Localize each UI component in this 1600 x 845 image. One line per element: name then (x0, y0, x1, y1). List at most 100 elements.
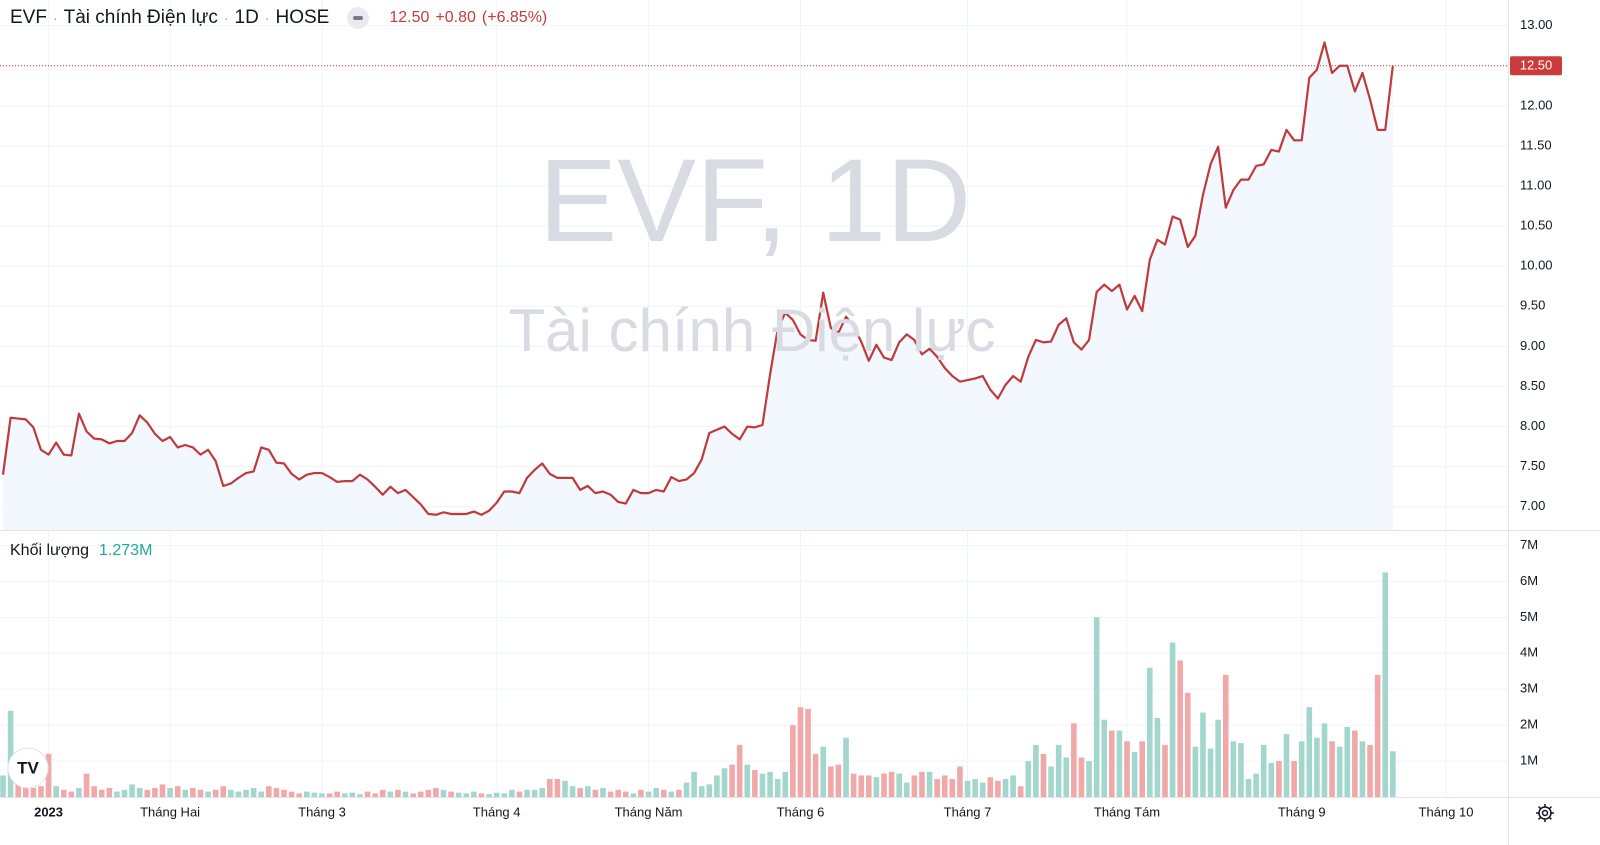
volume-bar (630, 793, 637, 797)
y-tick-label: 7.50 (1520, 458, 1545, 473)
x-tick-label: Tháng 10 (1419, 804, 1474, 819)
volume-bar (182, 789, 189, 797)
volume-bar (1131, 752, 1138, 797)
tv-logo: TV (7, 747, 49, 789)
volume-bar (850, 773, 857, 797)
volume-bar (0, 775, 6, 797)
volume-bar (478, 793, 485, 797)
volume-bar (615, 789, 621, 797)
volume-bar (577, 788, 583, 797)
x-tick-label: Tháng 6 (777, 804, 825, 819)
volume-bar (691, 771, 697, 797)
volume-bar (1329, 741, 1335, 797)
last-price-label: 12.50 (1520, 58, 1553, 73)
volume-bar (812, 753, 819, 797)
volume-bar (1086, 761, 1092, 797)
volume-bar (1200, 712, 1206, 797)
volume-bar (159, 784, 166, 797)
volume-bar (964, 780, 971, 797)
volume-bar (524, 789, 530, 797)
volume-bar (805, 708, 811, 797)
volume-bar (501, 793, 508, 797)
x-tick-label: Tháng Hai (140, 804, 200, 819)
volume-bar (152, 788, 158, 797)
volume-bar (919, 771, 925, 797)
volume-bar (433, 788, 439, 797)
y-tick-label: 1M (1520, 753, 1538, 768)
volume-bar (1154, 717, 1161, 797)
volume-bar (531, 789, 538, 797)
volume-bar (1238, 743, 1244, 797)
volume-title: Khối lượng (10, 542, 90, 559)
volume-bar (1298, 741, 1305, 797)
volume-bar (417, 791, 424, 797)
volume-bar (121, 789, 128, 797)
y-tick-label: 11.50 (1520, 137, 1552, 152)
y-tick-label: 11.00 (1520, 177, 1552, 192)
volume-bar (68, 791, 75, 797)
collapse-button[interactable] (347, 7, 370, 29)
volume-bar (638, 789, 644, 797)
volume-bar (144, 789, 151, 797)
volume-bar (729, 764, 735, 797)
price-change: +0.80 (435, 9, 476, 26)
volume-bar (995, 780, 1001, 797)
y-tick-label: 12.00 (1520, 97, 1553, 112)
volume-bar (1390, 751, 1396, 797)
volume-bar (843, 737, 849, 797)
volume-bar (858, 775, 865, 797)
volume-bar (425, 789, 432, 797)
volume-bar (38, 786, 44, 797)
y-tick-label: 10.50 (1520, 218, 1553, 233)
volume-bar (957, 766, 963, 797)
price-change-pct: (+6.85%) (481, 9, 548, 26)
volume-bar (106, 788, 113, 797)
interval[interactable]: 1D (234, 7, 259, 28)
volume-bar (243, 789, 249, 797)
y-tick-label: 7M (1520, 537, 1538, 552)
y-tick-label: 2M (1520, 717, 1538, 732)
price-area (3, 42, 1393, 531)
volume-bar (91, 786, 97, 797)
y-tick-label: 4M (1520, 645, 1538, 660)
volume-bar (554, 779, 561, 797)
volume-bar (987, 777, 994, 797)
y-tick-label: 8.00 (1520, 418, 1545, 433)
volume-bar (835, 764, 842, 797)
volume-bar (53, 786, 59, 797)
volume-bar (645, 791, 652, 797)
plot (0, 41, 1508, 797)
volume-bar (30, 788, 37, 797)
volume-bar (926, 771, 933, 797)
volume-bar (372, 793, 378, 797)
header: EVF · Tài chính Điện lực · 1D · HOSE 12.50 … (10, 7, 548, 29)
volume-bar (911, 775, 918, 797)
volume-bar (683, 782, 690, 797)
volume-bar (395, 789, 401, 797)
volume-bar (250, 788, 257, 797)
volume-bar (341, 793, 348, 797)
volume-bar (296, 793, 302, 797)
volume-bar (1101, 719, 1108, 797)
watermark-subtitle: Tài chính Điện lực (508, 297, 995, 364)
watermark-title: EVF, 1D (539, 135, 972, 267)
volume-bar (1222, 674, 1229, 797)
x-tick-label: Tháng Tám (1094, 804, 1160, 819)
volume-bar (1344, 726, 1351, 797)
volume-bar (1352, 730, 1358, 797)
volume-bar (1215, 719, 1221, 797)
volume-bar (660, 789, 667, 797)
volume-bar (972, 779, 978, 797)
settings-icon[interactable] (1536, 804, 1554, 822)
volume-bar (114, 791, 120, 797)
volume-bar (303, 791, 310, 797)
volume-bar (592, 789, 599, 797)
volume-bar (387, 791, 394, 797)
volume-bar (1314, 737, 1320, 797)
x-tick-label: Tháng 7 (944, 804, 992, 819)
volume-bar (319, 793, 325, 797)
volume-bar (174, 786, 181, 797)
y-tick-label: 9.50 (1520, 298, 1545, 313)
y-tick-label: 10.00 (1520, 258, 1553, 273)
y-tick-label: 13.00 (1520, 17, 1553, 32)
